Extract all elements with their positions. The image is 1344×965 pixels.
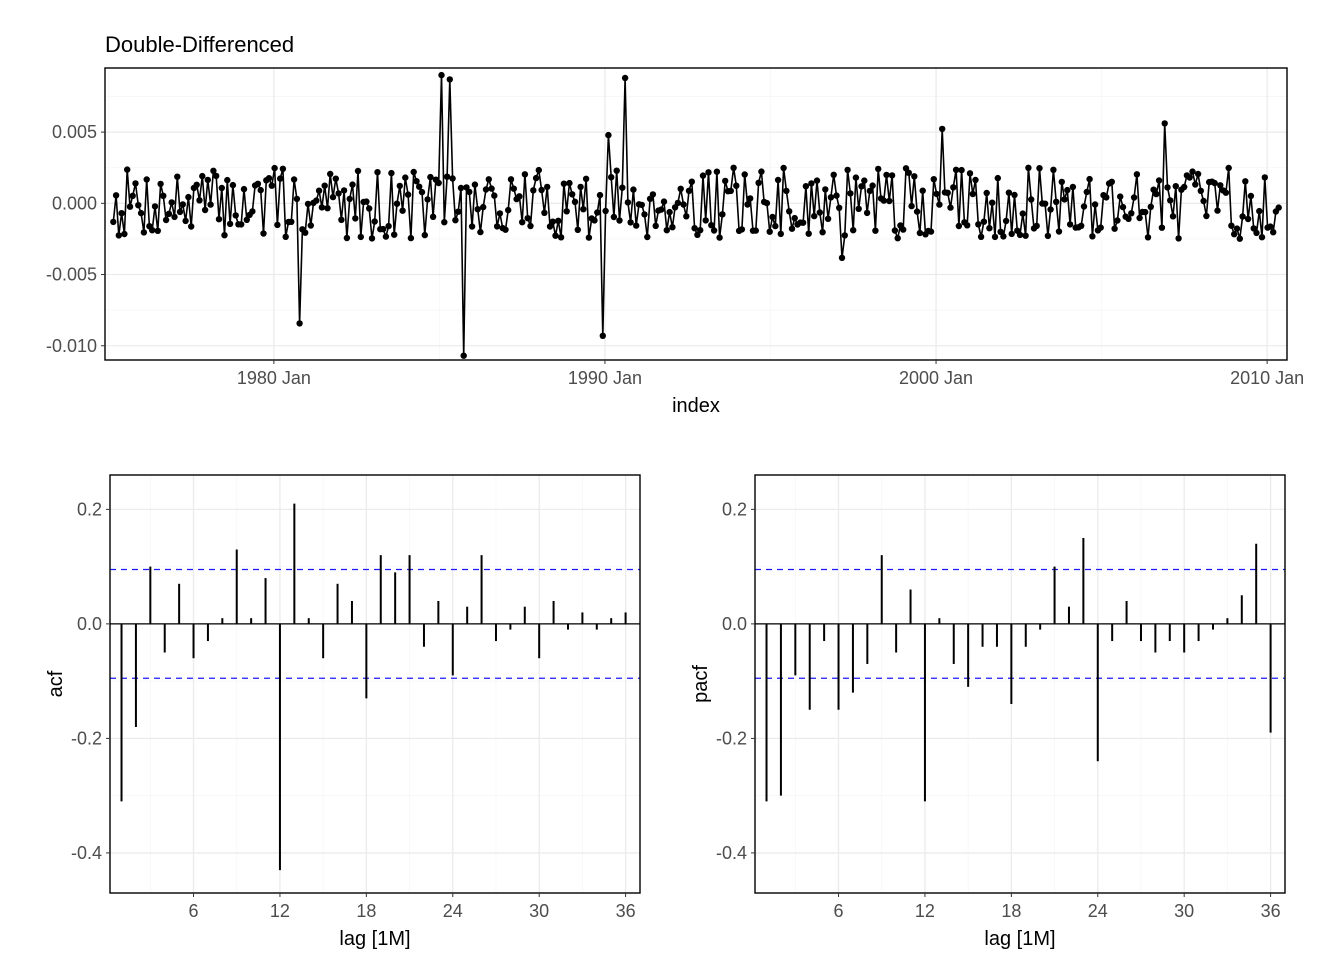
- acf-ytick-label: -0.4: [71, 843, 102, 863]
- xtick-label: 2010 Jan: [1230, 368, 1304, 388]
- acf-ytick-label: -0.2: [71, 728, 102, 748]
- pacf-xtick-label: 36: [1261, 901, 1281, 921]
- ytick-label: -0.010: [46, 336, 97, 356]
- figure-canvas: -0.010 -0.005 0.000 0.005 1980 Jan 1990 Jan 20…: [0, 0, 1344, 960]
- pacf-xtick-label: 30: [1174, 901, 1194, 921]
- acf-xtick-label: 30: [529, 901, 549, 921]
- acf-ytick-label: 0.2: [77, 499, 102, 519]
- pacf-ytick-label: -0.4: [716, 843, 747, 863]
- pacf-xtick-label: 24: [1088, 901, 1108, 921]
- pacf-ytick-label: 0.2: [722, 499, 747, 519]
- pacf-ylabel: pacf: [690, 665, 712, 703]
- acf-xlabel: lag [1M]: [339, 928, 410, 950]
- pacf-xtick-label: 12: [915, 901, 935, 921]
- acf-xtick-label: 12: [270, 901, 290, 921]
- xtick-label: 2000 Jan: [899, 368, 973, 388]
- acf-ytick-label: 0.0: [77, 614, 102, 634]
- ytick-label: -0.005: [46, 265, 97, 285]
- acf-xtick-label: 6: [189, 901, 199, 921]
- acf-xtick-label: 36: [616, 901, 636, 921]
- pacf-ytick-label: -0.2: [716, 728, 747, 748]
- top-panel-title: Double-Differenced: [105, 32, 294, 57]
- acf-xtick-label: 24: [443, 901, 463, 921]
- acf-ylabel: acf: [45, 670, 67, 697]
- ytick-label: 0.000: [52, 193, 97, 213]
- ytick-label: 0.005: [52, 122, 97, 142]
- pacf-ytick-label: 0.0: [722, 614, 747, 634]
- pacf-xlabel: lag [1M]: [984, 928, 1055, 950]
- xtick-label: 1990 Jan: [568, 368, 642, 388]
- pacf-xtick-label: 6: [834, 901, 844, 921]
- top-panel-xlabel: index: [672, 395, 720, 417]
- acf-xtick-label: 18: [356, 901, 376, 921]
- pacf-xtick-label: 18: [1001, 901, 1021, 921]
- xtick-label: 1980 Jan: [237, 368, 311, 388]
